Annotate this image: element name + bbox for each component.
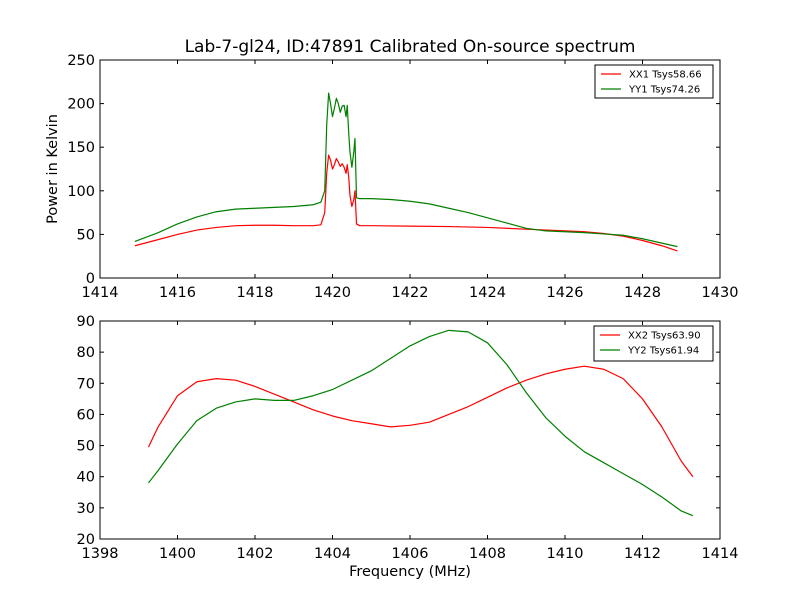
x-tick-label: 1424 xyxy=(469,285,506,301)
series-line-1-1 xyxy=(134,154,678,252)
x-tick-label: 1412 xyxy=(624,546,661,562)
x-tick-label: 1418 xyxy=(237,285,274,301)
x-tick-label: 1422 xyxy=(392,285,429,301)
x-tick-label: 1410 xyxy=(547,546,584,562)
series-line-2-1 xyxy=(147,365,694,478)
legend: XX2 Tsys63.90 YY2 Tsys61.94 xyxy=(593,325,714,362)
y-tick-label: 50 xyxy=(77,439,95,455)
y-tick-label: 200 xyxy=(67,97,95,113)
legend-label: YY2 Tsys61.94 xyxy=(627,346,699,357)
chart-2: 1398 1400 1402 1404 1406 1408 1410 1412 1414 20 30… xyxy=(77,314,739,580)
chart-1: 1414 1416 1418 1420 1422 1424 1426 1428 1430 0 50 1… xyxy=(45,37,738,301)
x-tick-label: 1430 xyxy=(702,285,739,301)
x-tick-label: 1414 xyxy=(82,285,119,301)
chart-title: Lab-7-gl24, ID:47891 Calibrated On-sourc… xyxy=(185,37,636,57)
y-tick-label: 100 xyxy=(67,184,95,200)
x-tick-label: 1416 xyxy=(159,285,196,301)
y-tick-label: 50 xyxy=(77,227,95,243)
y-tick-label: 90 xyxy=(77,314,95,330)
x-tick-label: 1404 xyxy=(314,546,351,562)
x-tick-label: 1420 xyxy=(314,285,351,301)
y-tick-label: 30 xyxy=(77,501,95,517)
x-tick-label: 1428 xyxy=(624,285,661,301)
y-tick-label: 250 xyxy=(67,53,95,69)
y-tick-label: 20 xyxy=(77,532,95,548)
y-tick-label: 80 xyxy=(77,345,95,361)
legend-box xyxy=(594,64,714,99)
x-tick-label: 1408 xyxy=(469,546,506,562)
legend-label: XX2 Tsys63.90 xyxy=(628,331,701,342)
x-tick-label: 1398 xyxy=(82,546,119,562)
x-tick-label: 1414 xyxy=(702,546,739,562)
y-tick-label: 60 xyxy=(77,407,95,423)
x-tick-label: 1400 xyxy=(159,546,196,562)
x-tick-label: 1406 xyxy=(392,546,429,562)
x-tick-label: 1402 xyxy=(237,546,274,562)
series-line-1-2 xyxy=(134,92,678,248)
y-tick-label: 0 xyxy=(86,271,95,287)
x-tick-label: 1426 xyxy=(547,285,584,301)
y-tick-label: 40 xyxy=(77,470,95,486)
legend-box xyxy=(593,325,714,362)
y-axis-label: Power in Kelvin xyxy=(45,114,61,224)
legend-label: YY1 Tsys74.26 xyxy=(628,85,700,96)
series-line-2-2 xyxy=(147,329,694,517)
legend-label: XX1 Tsys58.66 xyxy=(629,70,702,81)
legend: XX1 Tsys58.66 YY1 Tsys74.26 xyxy=(594,64,714,99)
x-axis-label: Frequency (MHz) xyxy=(349,564,471,580)
y-tick-label: 150 xyxy=(67,140,95,156)
y-tick-label: 70 xyxy=(77,376,95,392)
